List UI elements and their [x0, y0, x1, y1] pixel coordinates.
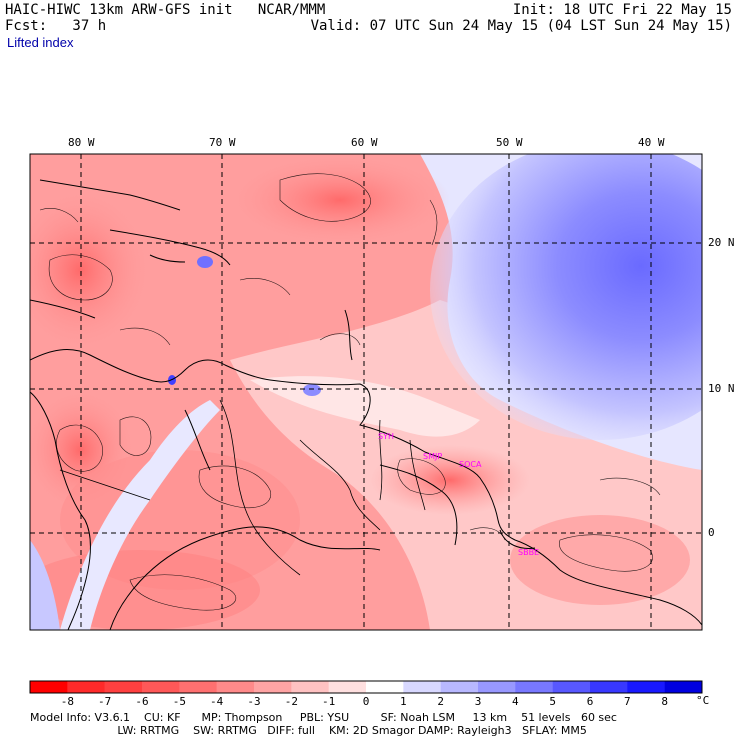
lon-label: 60 W [351, 136, 378, 149]
colorbar [29, 680, 703, 694]
model-title: HAIC-HIWC 13km ARW-GFS init NCAR/MMM [5, 2, 326, 18]
colorbar-tick-label: -6 [135, 695, 149, 708]
forecast-hour: Fcst: 37 h [5, 18, 107, 34]
colorbar-swatch [291, 681, 329, 693]
colorbar-swatch [627, 681, 665, 693]
colorbar-swatch [552, 681, 591, 693]
colorbar-tick-label: -7 [98, 695, 112, 708]
lon-label: 50 W [496, 136, 523, 149]
colorbar-swatch [30, 681, 68, 693]
colorbar-swatch [366, 681, 404, 693]
colorbar-tick-label: 6 [586, 695, 594, 708]
lat-label: 10 N [708, 382, 735, 395]
lon-label: 80 W [68, 136, 95, 149]
colorbar-swatch [403, 681, 441, 693]
colorbar-unit: °C [696, 694, 710, 707]
colorbar-swatch [254, 681, 292, 693]
colorbar-tick-label: -3 [247, 695, 261, 708]
init-time: Init: 18 UTC Fri 22 May 15 [512, 2, 732, 18]
colorbar-tick-label: -5 [172, 695, 186, 708]
station-label: SYH [378, 432, 394, 441]
colorbar-tick-label: -2 [284, 695, 298, 708]
colorbar-swatch [478, 681, 516, 693]
station-label: SBBE [518, 548, 540, 557]
station-label: SMJP [423, 452, 443, 461]
colorbar-tick-label: 2 [437, 695, 444, 708]
colorbar-swatch [216, 681, 255, 693]
colorbar-swatch [104, 681, 143, 693]
colorbar-tick-label: 0 [362, 695, 370, 708]
colorbar-swatch [179, 681, 217, 693]
colorbar-tick-label: 3 [474, 695, 482, 708]
colorbar-tick-label: 8 [661, 695, 668, 708]
colorbar-swatch [67, 681, 105, 693]
colorbar-tick-label: 1 [400, 695, 407, 708]
map-field [30, 154, 702, 630]
colorbar-swatch [142, 681, 180, 693]
colorbar-swatch [590, 681, 628, 693]
colorbar-swatch [515, 681, 553, 693]
lon-label: 40 W [638, 136, 665, 149]
colorbar-tick-label: -8 [60, 695, 74, 708]
lat-lon-grid [30, 154, 702, 630]
model-info-line2: LW: RRTMG SW: RRTMG DIFF: full KM: 2D Sm… [30, 724, 587, 737]
model-info-line1: Model Info: V3.6.1 CU: KF MP: Thompson P… [30, 711, 617, 724]
lon-label: 70 W [209, 136, 236, 149]
colorbar-swatch [328, 681, 367, 693]
valid-time: Valid: 07 UTC Sun 24 May 15 (04 LST Sun … [310, 18, 732, 34]
colorbar-swatch [664, 681, 703, 693]
colorbar-frame [29, 680, 703, 694]
colorbar-tick-label: -1 [322, 695, 336, 708]
lat-label: 20 N [708, 236, 735, 249]
colorbar-tick-label: 5 [549, 695, 556, 708]
colorbar-tick-label: -4 [210, 695, 224, 708]
station-label: SOCA [459, 460, 482, 469]
colorbar-tick-label: 7 [624, 695, 631, 708]
lat-label: 0 [708, 526, 715, 539]
map-frame [29, 153, 703, 631]
field-name: Lifted index [7, 35, 74, 50]
colorbar-tick-label: 4 [512, 695, 519, 708]
colorbar-swatch [440, 681, 479, 693]
